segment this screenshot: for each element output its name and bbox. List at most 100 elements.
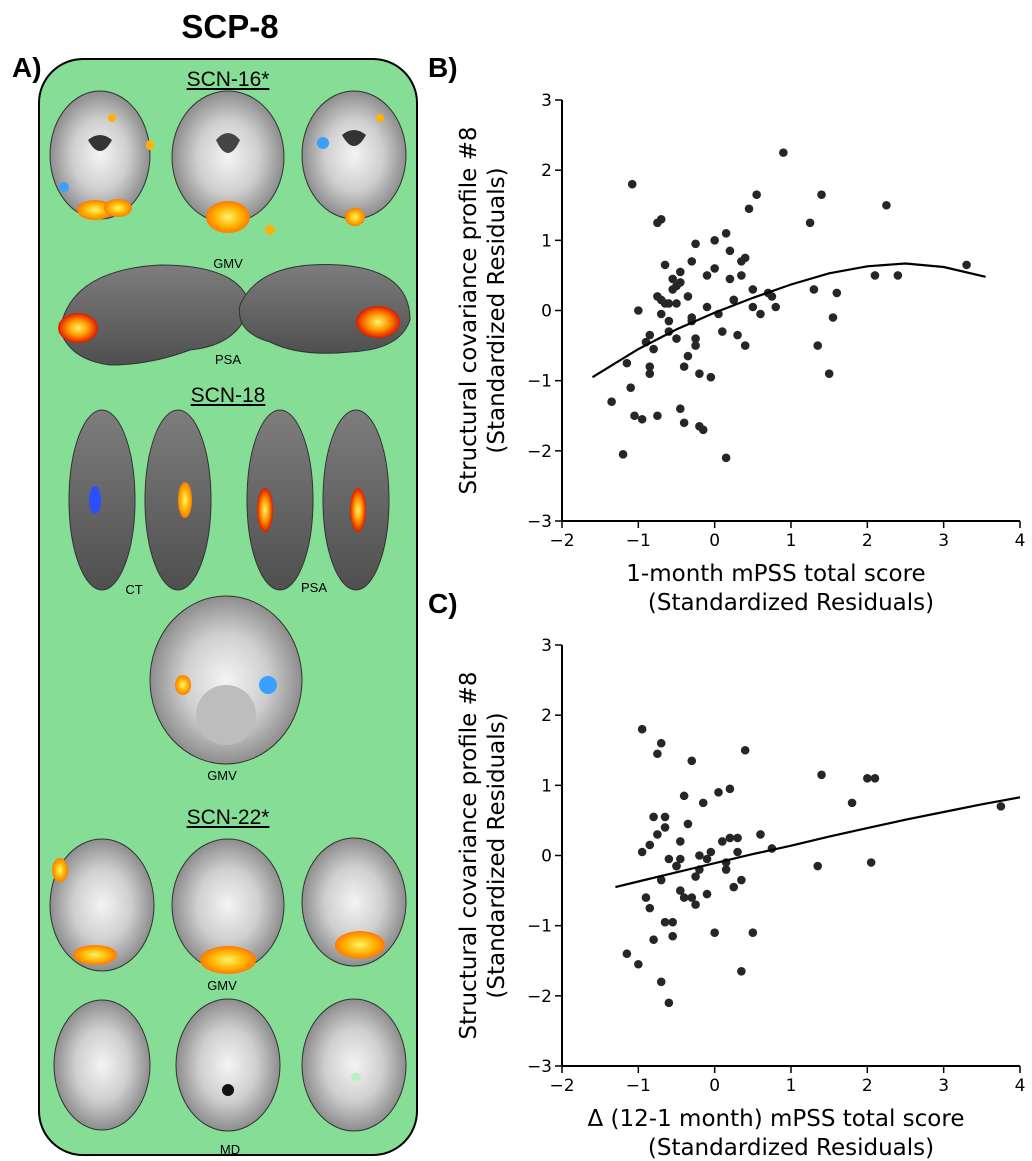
fit-curve (615, 796, 1021, 889)
data-point (687, 257, 697, 266)
x-tick-label: 0 (709, 531, 720, 551)
data-point (721, 453, 731, 463)
data-point (664, 854, 674, 864)
brain-images (49, 90, 411, 1132)
data-point (656, 875, 666, 885)
x-tick-label: 0 (709, 1076, 720, 1096)
data-point (733, 833, 742, 843)
data-point (660, 812, 670, 822)
data-point (863, 774, 872, 783)
data-point (691, 334, 700, 343)
data-point (691, 872, 700, 881)
data-point (962, 260, 971, 270)
y-tick-label: −3 (527, 512, 552, 532)
data-point (676, 837, 685, 846)
data-point (660, 917, 670, 927)
data-point (748, 285, 758, 294)
scn16-title: SCN-16* (186, 68, 270, 91)
data-point (817, 190, 826, 200)
data-point (748, 302, 758, 312)
fit-curve (591, 262, 986, 379)
y-tick-label: 2 (541, 706, 552, 726)
data-point (695, 851, 704, 860)
scn18-axial-slice (149, 595, 303, 765)
data-point (622, 358, 632, 368)
x-axis-label-line1: Δ (12-1 month) mPSS total score (588, 1106, 965, 1132)
data-point (733, 330, 742, 340)
data-point (756, 309, 765, 319)
y-tick-label: 3 (541, 636, 552, 656)
data-point (656, 977, 666, 987)
data-point (744, 204, 754, 214)
data-point (645, 362, 655, 371)
data-point (630, 411, 639, 421)
y-tick-label: 1 (541, 776, 552, 796)
data-point (645, 369, 655, 378)
y-tick-label: −2 (527, 987, 552, 1007)
data-point (729, 295, 739, 305)
data-point (676, 404, 685, 414)
y-tick-label: 2 (541, 161, 552, 181)
y-tick-label: 1 (541, 231, 552, 251)
x-tick-label: −2 (549, 1076, 574, 1096)
scn16-surfaces (58, 264, 411, 366)
data-point (740, 745, 750, 755)
data-point (622, 949, 632, 959)
panel-c-label: C) (428, 588, 458, 619)
data-point (706, 372, 716, 382)
data-point (809, 285, 819, 294)
data-point (679, 893, 689, 902)
x-axis-label-line2: (Standardized Residuals) (648, 590, 934, 616)
data-point (676, 886, 685, 895)
y-tick-label: 0 (541, 302, 552, 322)
data-point (779, 148, 788, 157)
data-point (718, 327, 727, 336)
x-tick-label: 3 (938, 1076, 949, 1096)
data-point (893, 271, 903, 280)
data-point (737, 271, 746, 280)
data-point (828, 313, 838, 322)
scn18-ventral-surfaces (68, 409, 390, 591)
data-point (882, 200, 891, 210)
data-point (664, 316, 674, 326)
scn22-gmv-label: GMV (207, 978, 237, 993)
y-axis-label-line1: Structural covariance profile #8 (456, 126, 482, 494)
data-point (740, 341, 750, 350)
data-point (653, 830, 662, 839)
data-point (687, 756, 697, 766)
data-point (721, 865, 731, 874)
x-tick-label: −2 (549, 531, 574, 551)
y-tick-label: −3 (527, 1057, 552, 1077)
data-point (737, 966, 746, 976)
data-point (618, 450, 628, 459)
x-tick-label: 2 (862, 531, 873, 551)
data-point (676, 267, 685, 277)
data-point (653, 292, 662, 301)
data-point (813, 341, 823, 350)
data-point (702, 889, 712, 899)
data-point (870, 774, 880, 783)
data-point (691, 900, 700, 909)
y-tick-label: −1 (527, 917, 552, 937)
data-point (679, 362, 689, 371)
x-axis-label-line2: (Standardized Residuals) (648, 1135, 934, 1161)
data-point (691, 239, 700, 249)
y-tick-label: 3 (541, 91, 552, 111)
data-point (771, 302, 781, 312)
y-axis-label-line2: (Standardized Residuals) (484, 167, 510, 453)
data-point (660, 260, 670, 270)
x-tick-label: 1 (786, 531, 797, 551)
data-point (656, 309, 666, 319)
data-point (653, 411, 662, 421)
data-point (737, 875, 746, 885)
y-axis-label-line1: Structural covariance profile #8 (456, 671, 482, 1039)
data-point (756, 830, 765, 839)
data-point (706, 847, 716, 857)
data-point (718, 837, 727, 846)
panel-a-label: A) (12, 52, 42, 83)
data-point (698, 798, 708, 808)
data-point (627, 179, 637, 189)
data-point (668, 917, 677, 927)
figure-title: SCP-8 (181, 8, 279, 45)
